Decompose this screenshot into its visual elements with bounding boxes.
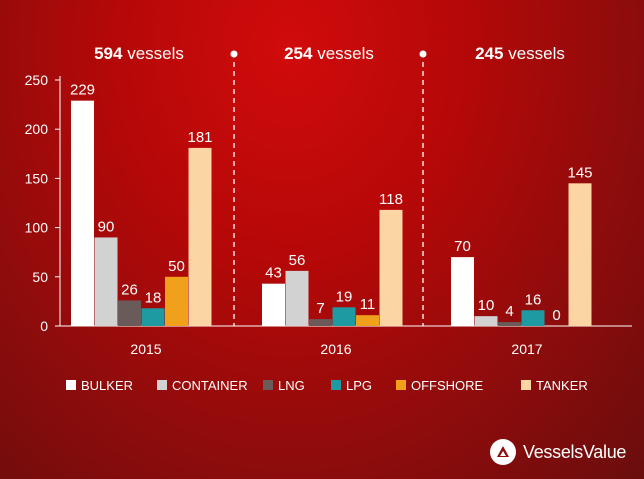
bar-value-label: 118: [379, 191, 403, 208]
bar: [356, 315, 379, 326]
legend-swatch: [157, 380, 167, 390]
bar: [262, 283, 285, 326]
vessel-count-suffix: vessels: [503, 44, 564, 63]
legend-label: OFFSHORE: [411, 378, 484, 393]
bar-value-label: 181: [187, 129, 212, 146]
bar: [568, 183, 592, 326]
bar-value-label: 16: [525, 291, 542, 308]
bar-value-label: 229: [70, 82, 95, 99]
bar: [498, 322, 521, 326]
legend-swatch: [396, 380, 406, 390]
legend-label: BULKER: [81, 378, 133, 393]
bar-value-label: 11: [360, 296, 376, 313]
group-vessel-count: 594 vessels: [94, 44, 184, 63]
bar: [141, 308, 165, 326]
bar-value-label: 18: [145, 289, 162, 306]
bar: [521, 310, 545, 326]
x-category-label: 2015: [130, 341, 161, 357]
vessel-count-suffix: vessels: [312, 44, 373, 63]
y-tick-label: 100: [25, 220, 49, 236]
y-tick-label: 250: [25, 72, 49, 88]
y-tick-label: 200: [25, 121, 49, 137]
vessel-count-number: 594: [94, 44, 123, 63]
bar: [71, 100, 94, 326]
bar-value-label: 50: [168, 258, 185, 275]
bar-value-label: 43: [265, 265, 282, 282]
bar-value-label: 90: [98, 218, 115, 235]
group-vessel-count: 254 vessels: [284, 44, 374, 63]
bar-value-label: 19: [336, 288, 353, 305]
bar: [165, 276, 188, 326]
bar: [188, 147, 212, 326]
bar: [285, 270, 309, 326]
vesselsvalue-logo: VesselsValue: [490, 438, 626, 466]
legend-swatch: [263, 380, 273, 390]
bar: [332, 307, 356, 326]
bar-value-label: 4: [505, 303, 513, 320]
group-vessel-count: 245 vessels: [475, 44, 565, 63]
bar: [118, 300, 141, 326]
legend-swatch: [331, 380, 341, 390]
brand-name: VesselsValue: [523, 441, 627, 462]
legend-swatch: [521, 380, 531, 390]
legend-label: LNG: [278, 378, 305, 393]
bar: [94, 237, 118, 326]
y-tick-label: 50: [32, 269, 48, 285]
bar: [451, 257, 474, 326]
bar-value-label: 145: [567, 164, 592, 181]
legend-label: LPG: [346, 378, 372, 393]
bar-value-label: 70: [454, 238, 471, 255]
bar-value-label: 56: [289, 252, 306, 269]
vessel-count-number: 254: [284, 44, 313, 63]
bar: [474, 316, 498, 326]
legend-label: CONTAINER: [172, 378, 248, 393]
legend-swatch: [66, 380, 76, 390]
divider-dot: [230, 50, 238, 58]
vessel-count-suffix: vessels: [122, 44, 183, 63]
bar-value-label: 7: [316, 300, 324, 317]
vesselsvalue-logo-icon: [490, 439, 516, 465]
bar: [309, 319, 332, 326]
x-category-label: 2017: [511, 341, 542, 357]
bar-value-label: 10: [478, 297, 495, 314]
y-tick-label: 150: [25, 170, 49, 186]
divider-dot: [419, 50, 427, 58]
legend-label: TANKER: [536, 378, 588, 393]
bar-value-label: 26: [121, 281, 138, 298]
bar: [379, 209, 403, 326]
bar-value-label: 0: [552, 307, 560, 324]
x-category-label: 2016: [320, 341, 351, 357]
y-tick-label: 0: [40, 318, 48, 334]
vessel-count-number: 245: [475, 44, 503, 63]
